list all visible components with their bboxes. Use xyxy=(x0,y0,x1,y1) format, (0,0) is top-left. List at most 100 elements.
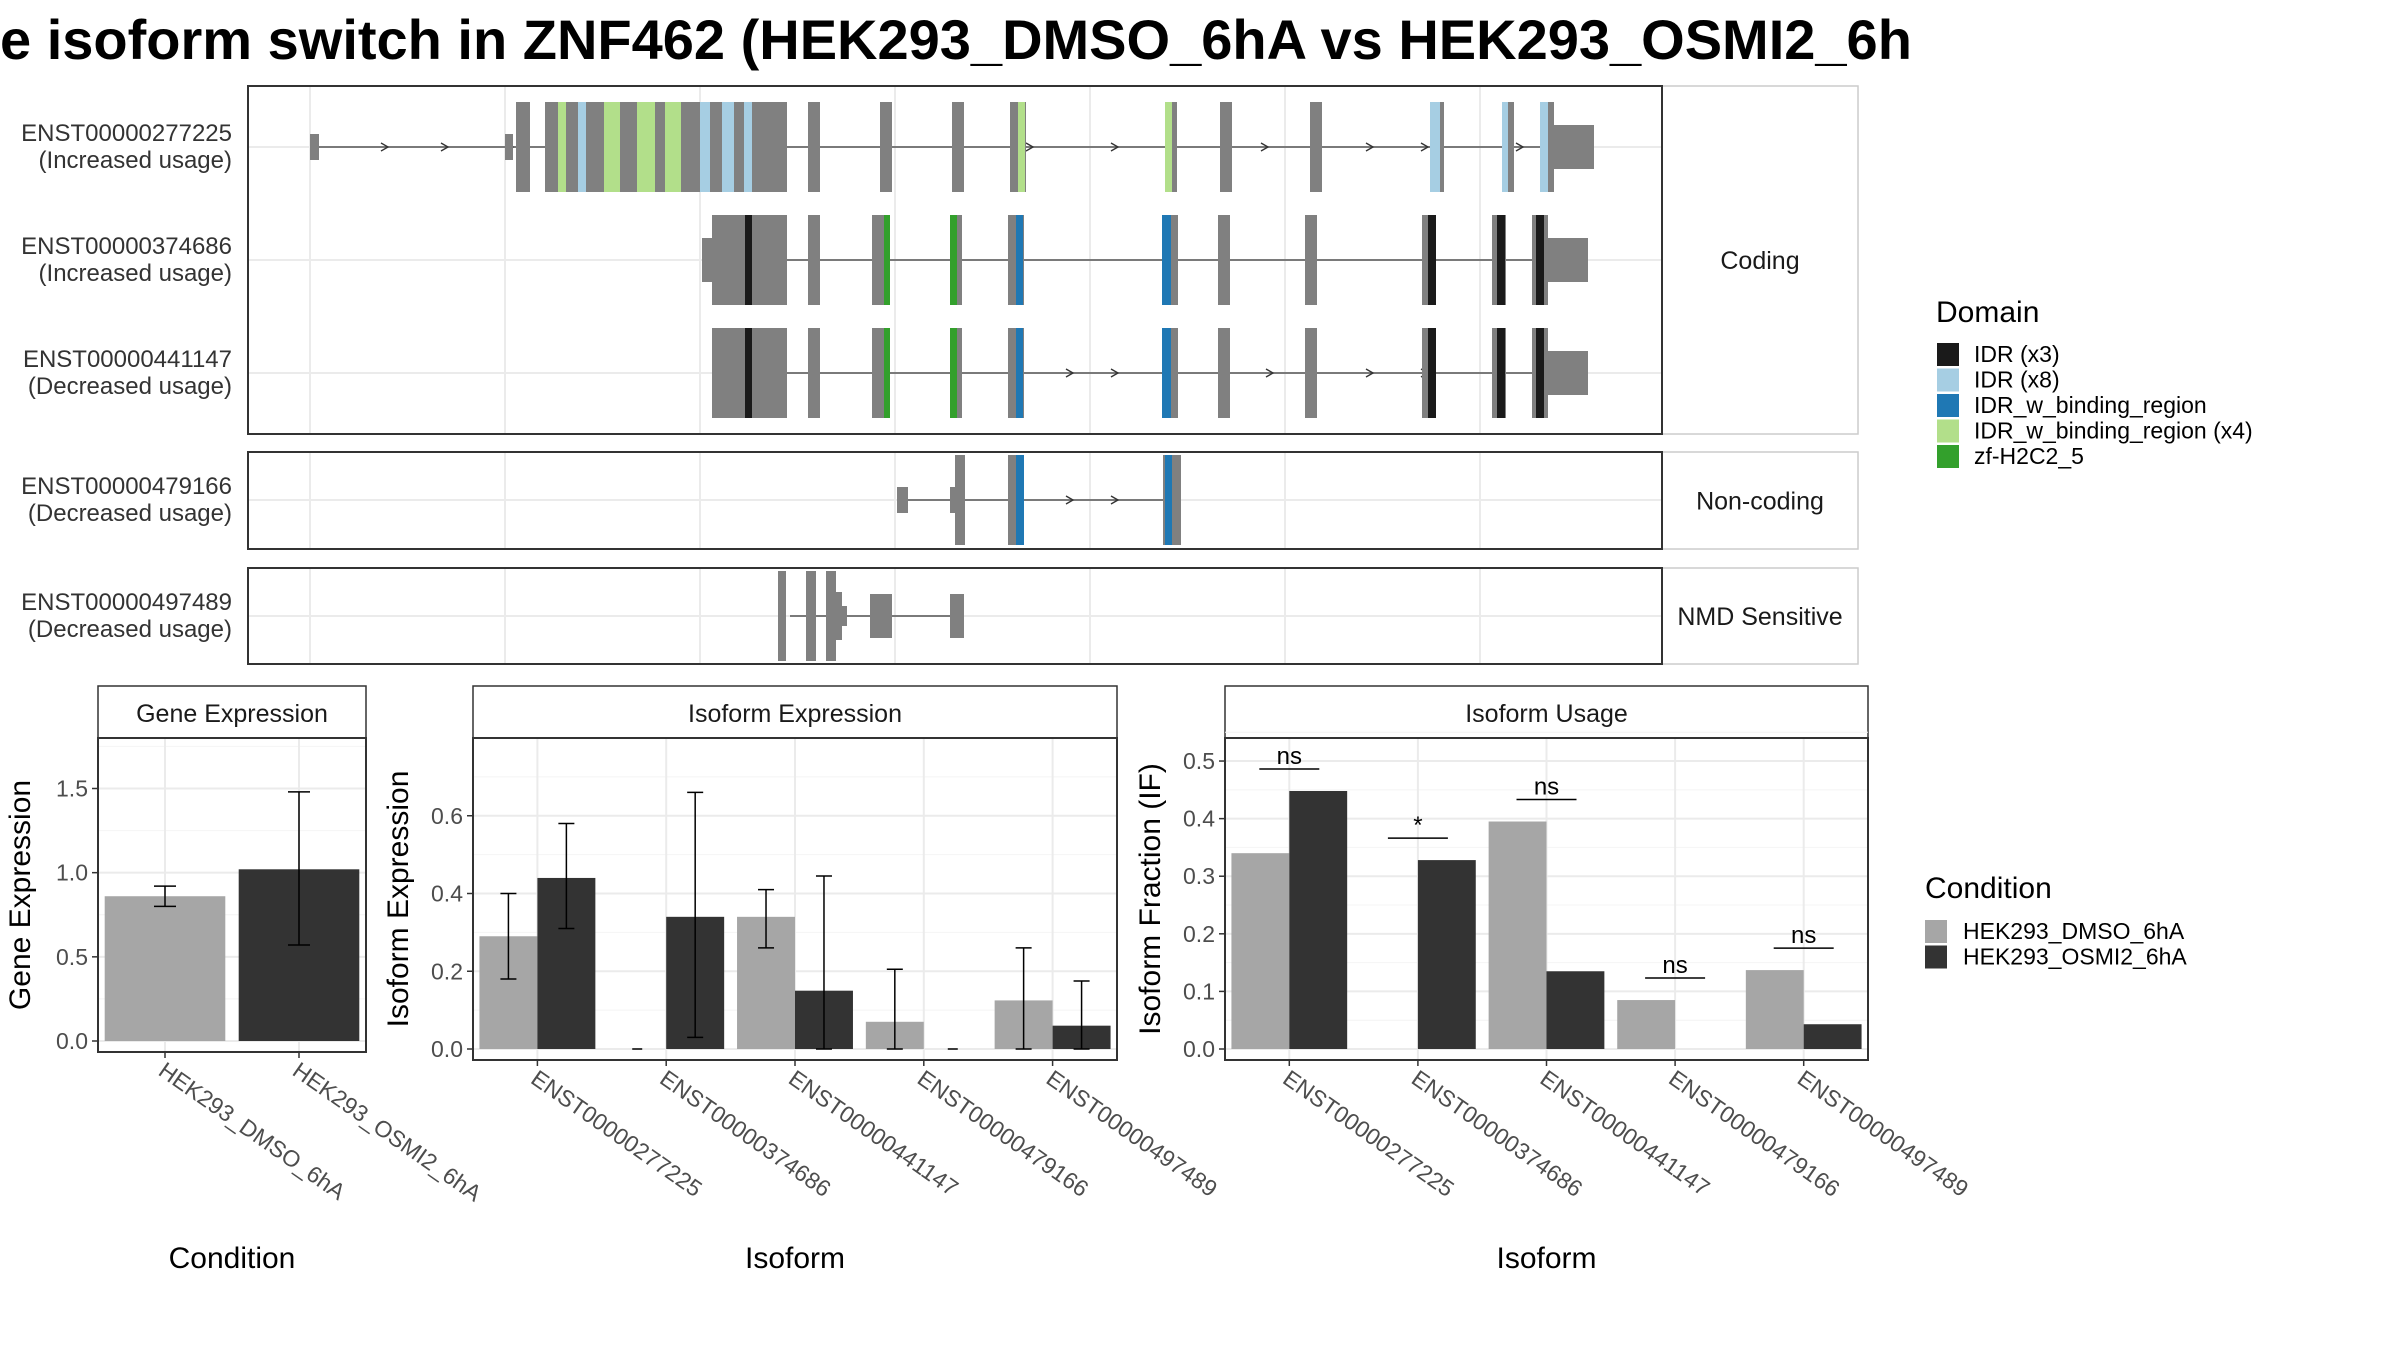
domain-idr-binding-light xyxy=(1165,102,1172,192)
domain-idr-light xyxy=(744,102,752,192)
chart-strip xyxy=(472,685,1118,739)
domain-idr-binding xyxy=(1016,215,1023,305)
chart-title: Isoform Expression xyxy=(688,700,902,728)
domain-legend-label: IDR (x3) xyxy=(1974,341,2060,367)
strand-arrow xyxy=(1065,495,1075,505)
domain-idr-binding xyxy=(1165,455,1172,545)
exon xyxy=(1305,215,1317,305)
x-axis-label: Condition xyxy=(169,1242,296,1275)
domain-idr-binding xyxy=(1016,455,1024,545)
domain-idr-light xyxy=(578,102,586,192)
chart-panel-border xyxy=(472,737,1118,1061)
condition-legend-title: Condition xyxy=(1925,872,2052,905)
strand-arrow xyxy=(380,142,390,152)
isoform-usage-label: (Increased usage) xyxy=(39,147,232,174)
domain-idr-light xyxy=(1430,102,1440,192)
bar xyxy=(1488,821,1547,1049)
figure-title: e isoform switch in ZNF462 (HEK293_DMSO_… xyxy=(0,8,1912,71)
isoform-usage-label: (Decreased usage) xyxy=(28,500,232,527)
bar xyxy=(1546,971,1605,1049)
utr-exon xyxy=(950,594,964,638)
utr-exon xyxy=(897,487,908,513)
exon xyxy=(778,571,786,661)
strand-arrow xyxy=(1365,142,1375,152)
strand-arrow xyxy=(1260,142,1270,152)
domain-idr-binding-light xyxy=(1018,102,1025,192)
domain-legend-swatch xyxy=(1937,368,1959,392)
strand-arrow xyxy=(1110,495,1120,505)
exon xyxy=(808,102,820,192)
chart-panel-border xyxy=(1224,737,1869,1061)
x-axis-label: Isoform xyxy=(745,1242,845,1275)
exon xyxy=(955,455,965,545)
exon xyxy=(808,328,820,418)
utr-exon xyxy=(702,238,714,282)
isoform-usage-label: (Decreased usage) xyxy=(28,616,232,643)
domain-idr-light xyxy=(1540,102,1548,192)
domain-idr xyxy=(1536,215,1544,305)
facet-strip xyxy=(1661,451,1859,550)
isoform-usage-label: (Increased usage) xyxy=(39,260,232,287)
domain-idr-binding xyxy=(1162,215,1171,305)
exon xyxy=(826,571,836,661)
utr-exon xyxy=(1548,238,1588,282)
domain-idr-binding-light xyxy=(665,102,681,192)
y-tick-label: 0.0 xyxy=(431,1036,463,1062)
isoform-id-label: ENST00000497489 xyxy=(21,589,232,616)
y-tick-label: 0.4 xyxy=(1183,806,1215,832)
domain-idr-light xyxy=(722,102,734,192)
strand-arrow xyxy=(1265,368,1275,378)
facet-label: Coding xyxy=(1720,247,1799,275)
exon xyxy=(1220,102,1232,192)
chart-strip xyxy=(1224,685,1869,739)
y-tick-label: 0.1 xyxy=(1183,978,1215,1004)
significance-label: * xyxy=(1413,812,1422,839)
significance-label: ns xyxy=(1277,743,1302,770)
y-axis-label: Isoform Fraction (IF) xyxy=(1134,763,1167,1035)
y-axis-label: Isoform Expression xyxy=(382,771,415,1028)
y-tick-label: 0.0 xyxy=(56,1028,88,1054)
utr-exon xyxy=(310,134,319,160)
domain-legend-swatch xyxy=(1937,343,1959,366)
condition-legend-swatch xyxy=(1925,945,1947,969)
exon xyxy=(880,102,892,192)
domain-idr xyxy=(1497,328,1505,418)
y-tick-label: 1.5 xyxy=(56,776,88,802)
isoform-id-label: ENST00000374686 xyxy=(21,233,232,260)
domain-idr-light xyxy=(700,102,710,192)
transcript-panel-border xyxy=(247,85,1663,435)
bar xyxy=(1417,860,1476,1049)
domain-idr-binding-light xyxy=(604,102,620,192)
y-tick-label: 0.2 xyxy=(431,958,463,984)
domain-legend-title: Domain xyxy=(1936,296,2039,329)
y-tick-label: 0.6 xyxy=(431,803,463,829)
strand-arrow xyxy=(1365,368,1375,378)
transcript-panel-border xyxy=(247,567,1663,665)
domain-idr-binding xyxy=(1016,328,1023,418)
exon xyxy=(516,102,530,192)
y-axis-label: Gene Expression xyxy=(4,780,37,1010)
strand-arrow xyxy=(1110,368,1120,378)
domain-idr xyxy=(1497,215,1505,305)
significance-label: ns xyxy=(1791,922,1816,949)
strand-arrow xyxy=(1420,142,1430,152)
domain-zf xyxy=(884,215,890,305)
significance-label: ns xyxy=(1534,774,1559,801)
utr-exon xyxy=(1552,125,1594,169)
domain-idr-light xyxy=(1502,102,1508,192)
domain-idr xyxy=(745,215,752,305)
domain-idr-binding-light xyxy=(558,102,566,192)
domain-legend-label: zf-H2C2_5 xyxy=(1974,443,2084,469)
domain-idr xyxy=(1428,328,1436,418)
facet-label: NMD Sensitive xyxy=(1677,603,1842,631)
strand-arrow xyxy=(440,142,450,152)
chart-panel-border xyxy=(97,737,367,1053)
domain-legend-swatch xyxy=(1937,394,1959,417)
domain-idr-binding xyxy=(1162,328,1171,418)
exon xyxy=(952,102,964,192)
transcript-panel-border xyxy=(247,451,1663,550)
isoform-id-label: ENST00000479166 xyxy=(21,473,232,500)
strand-arrow xyxy=(1110,142,1120,152)
exon xyxy=(1305,328,1317,418)
